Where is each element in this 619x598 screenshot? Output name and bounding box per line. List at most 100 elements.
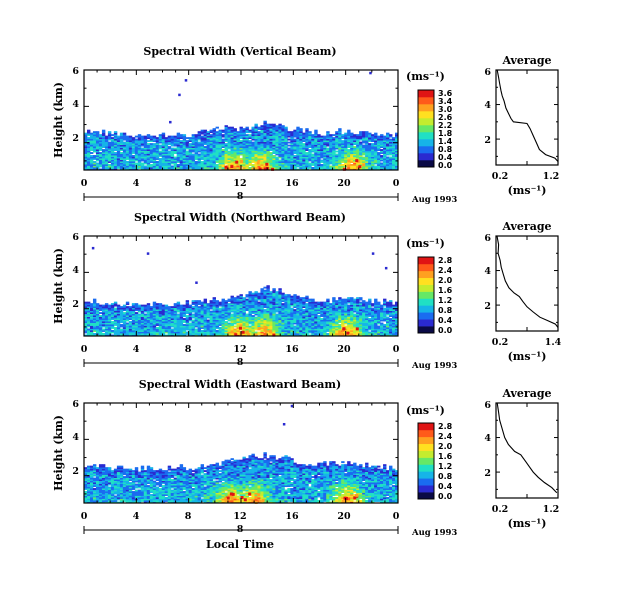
- heatmap-cell: [227, 132, 231, 135]
- heatmap-cell: [308, 324, 312, 326]
- heatmap-cell: [278, 138, 282, 141]
- heatmap-cell: [161, 132, 166, 135]
- heatmap-cell: [84, 165, 88, 168]
- heatmap-cell: [212, 331, 216, 334]
- heatmap-cell: [149, 149, 154, 151]
- heatmap-cell: [344, 155, 348, 157]
- heatmap-cell: [110, 140, 115, 143]
- heatmap-cell: [266, 146, 270, 148]
- heatmap-cell: [245, 295, 249, 298]
- heatmap-cell: [227, 306, 231, 309]
- heatmap-cell: [272, 315, 276, 317]
- heatmap-cell: [143, 306, 148, 309]
- heatmap-cell: [263, 144, 267, 147]
- heatmap-cell: [329, 330, 333, 332]
- heatmap-cell: [278, 146, 282, 148]
- heatmap-cell: [272, 125, 276, 128]
- heatmap-cell: [320, 313, 324, 316]
- heatmap-cell: [125, 167, 130, 169]
- heatmap-cell: [239, 306, 243, 309]
- heatmap-cell: [365, 324, 369, 326]
- heatmap-cell: [290, 137, 294, 140]
- heatmap-cell: [338, 153, 342, 156]
- heatmap-cell: [86, 156, 91, 159]
- heatmap-hotspot: [230, 165, 234, 169]
- heatmap-cell: [140, 327, 145, 329]
- heatmap-cell: [338, 128, 342, 131]
- heatmap-cell: [290, 140, 294, 143]
- heatmap-cell: [218, 319, 222, 322]
- heatmap-cell: [137, 322, 142, 325]
- heatmap-cell: [185, 161, 190, 163]
- heatmap-cell: [284, 313, 288, 316]
- heatmap-cell: [236, 155, 240, 157]
- heatmap-cell: [143, 137, 148, 140]
- heatmap-cell: [131, 319, 136, 322]
- heatmap-cell: [107, 327, 112, 329]
- heatmap-cell: [146, 134, 151, 137]
- heatmap-cell: [377, 140, 381, 143]
- heatmap-cell: [242, 143, 246, 146]
- heatmap-cell: [269, 135, 273, 138]
- heatmap-cell: [227, 162, 231, 165]
- heatmap-cell: [221, 309, 225, 312]
- heatmap-cell: [290, 318, 294, 320]
- heatmap-cell: [359, 137, 363, 140]
- heatmap-cell: [218, 140, 222, 143]
- heatmap-cell: [209, 159, 213, 162]
- heatmap-cell: [311, 327, 315, 329]
- heatmap-cell: [248, 158, 252, 160]
- heatmap-cell: [287, 310, 291, 313]
- heatmap-cell: [377, 164, 381, 166]
- heatmap-cell: [218, 165, 222, 168]
- heatmap-cell: [125, 318, 130, 320]
- heatmap-cell: [125, 333, 130, 335]
- heatmap-cell: [293, 316, 297, 319]
- heatmap-cell: [335, 331, 339, 334]
- heatmap-cell: [377, 155, 381, 157]
- heatmap-cell: [362, 132, 366, 135]
- heatmap-cell: [371, 143, 375, 146]
- heatmap-cell: [311, 143, 315, 146]
- heatmap-cell: [374, 165, 378, 168]
- heatmap-cell: [164, 149, 169, 151]
- heatmap-cell: [284, 333, 288, 335]
- heatmap-cell: [224, 307, 228, 310]
- heatmap-cell: [263, 128, 267, 131]
- heatmap-cell: [308, 303, 312, 306]
- heatmap-cell: [266, 125, 270, 128]
- heatmap-cell: [113, 149, 118, 151]
- heatmap-cell: [368, 137, 372, 140]
- heatmap-cell: [158, 327, 163, 329]
- heatmap-cell: [374, 150, 378, 153]
- heatmap-cell: [215, 309, 219, 312]
- heatmap-cell: [299, 138, 303, 141]
- heatmap-cell: [119, 312, 124, 314]
- heatmap-cell: [278, 159, 282, 162]
- heatmap-cell: [203, 316, 208, 319]
- heatmap-cell: [350, 135, 354, 138]
- heatmap-cell: [350, 150, 354, 153]
- heatmap-cell: [371, 152, 375, 154]
- heatmap-cell: [251, 325, 255, 328]
- heatmap-cell: [242, 152, 246, 154]
- heatmap-cell: [269, 155, 273, 157]
- heatmap-cell: [218, 132, 222, 135]
- heatmap-cell: [227, 156, 231, 159]
- heatmap-cell: [206, 132, 210, 135]
- heatmap-cell: [263, 291, 267, 294]
- heatmap-cell: [107, 321, 112, 323]
- heatmap-cell: [266, 140, 270, 143]
- heatmap-cell: [284, 303, 288, 306]
- heatmap-cell: [242, 313, 246, 316]
- heatmap-cell: [311, 330, 315, 332]
- colorbar-swatch: [418, 104, 434, 112]
- heatmap-cell: [257, 294, 261, 297]
- heatmap-cell: [275, 310, 279, 313]
- heatmap-cell: [338, 137, 342, 140]
- heatmap-cell: [281, 325, 285, 328]
- heatmap-cell: [101, 135, 106, 138]
- heatmap-cell: [323, 315, 327, 317]
- heatmap-cell: [191, 141, 196, 144]
- heatmap-cell: [215, 149, 219, 151]
